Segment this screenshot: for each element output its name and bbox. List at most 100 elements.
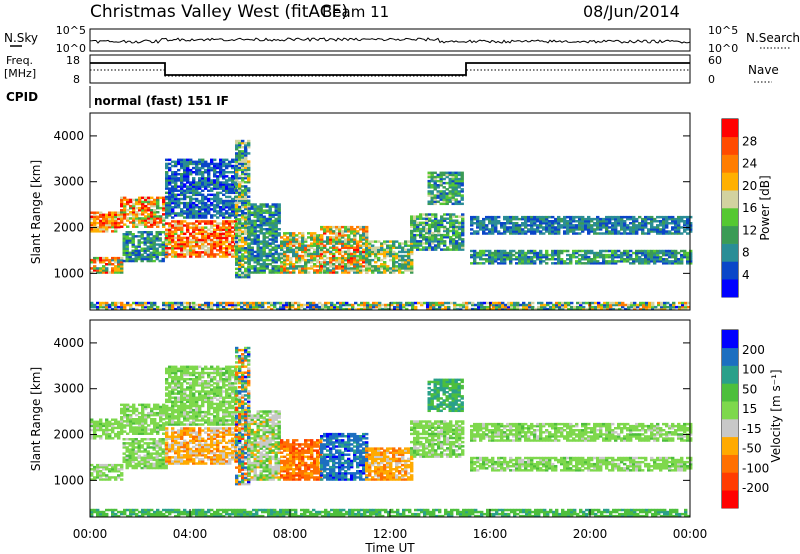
heatmap-cell (602, 232, 606, 235)
heatmap-cell (198, 232, 202, 236)
heatmap-cell (645, 303, 649, 307)
heatmap-cell (189, 158, 193, 162)
heatmap-cell (111, 221, 115, 225)
heatmap-cell (171, 249, 175, 252)
heatmap-cell (677, 230, 681, 233)
heatmap-cell (416, 246, 420, 249)
heatmap-cell (219, 240, 223, 244)
heatmap-cell (198, 226, 202, 229)
heatmap-cell (216, 171, 220, 174)
heatmap-cell (262, 261, 266, 264)
heatmap-cell (177, 303, 181, 307)
heatmap-cell (241, 139, 245, 143)
heatmap-cell (347, 246, 351, 249)
heatmap-cell (96, 215, 100, 219)
heatmap-cell (304, 246, 308, 249)
heatmap-cell (656, 220, 660, 223)
heatmap-cell (253, 213, 257, 217)
heatmap-cell (320, 228, 324, 231)
heatmap-cell (235, 172, 239, 176)
heatmap-cell (298, 240, 302, 243)
heatmap-cell (306, 303, 310, 307)
heatmap-cell (244, 160, 248, 163)
heatmap-cell (454, 179, 458, 183)
heatmap-cell (189, 301, 193, 305)
heatmap-cell (117, 217, 121, 221)
heatmap-cell (156, 430, 160, 433)
heatmap-cell (307, 244, 311, 247)
heatmap-cell (99, 211, 103, 214)
heatmap-cell (368, 242, 372, 245)
heatmap-cell (125, 450, 129, 453)
heatmap-cell (545, 226, 549, 229)
heatmap-cell (539, 215, 543, 219)
heatmap-cell (578, 253, 582, 257)
heatmap-cell (398, 265, 402, 268)
heatmap-cell (162, 409, 166, 413)
heatmap-cell (241, 150, 245, 153)
heatmap-cell (216, 234, 220, 238)
heatmap-cell (219, 160, 223, 164)
heatmap-cell (359, 238, 363, 241)
heatmap-cell (422, 242, 426, 245)
heatmap-cell (350, 269, 354, 272)
heatmap-cell (368, 258, 372, 262)
heatmap-cell (213, 206, 217, 209)
heatmap-cell (560, 262, 564, 265)
heatmap-cell (192, 187, 196, 190)
heatmap-cell (668, 215, 672, 219)
heatmap-cell (345, 301, 349, 305)
heatmap-cell (210, 222, 214, 225)
heatmap-cell (183, 177, 187, 180)
heatmap-cell (606, 301, 610, 305)
heatmap-cell (618, 307, 622, 311)
heatmap-cell (279, 303, 283, 307)
heatmap-cell (120, 432, 124, 435)
heatmap-cell (675, 305, 679, 309)
heatmap-cell (144, 430, 148, 433)
heatmap-cell (301, 265, 305, 268)
heatmap-cell (430, 186, 434, 189)
heatmap-cell (286, 238, 290, 241)
heatmap-cell (162, 411, 166, 415)
heatmap-cell (238, 189, 242, 192)
heatmap-cell (369, 303, 373, 307)
heatmap-cell (231, 175, 235, 178)
heatmap-cell (433, 188, 437, 191)
heatmap-cell (183, 301, 187, 305)
heatmap-cell (132, 422, 136, 425)
heatmap-cell (137, 241, 141, 244)
heatmap-cell (238, 265, 242, 269)
heatmap-cell (473, 215, 477, 219)
heatmap-cell (539, 262, 543, 265)
heatmap-cell (344, 267, 348, 270)
heatmap-cell (141, 307, 145, 311)
heatmap-cell (648, 305, 652, 309)
heatmap-cell (683, 220, 687, 223)
heatmap-cell (341, 232, 345, 235)
heatmap-cell (454, 188, 458, 191)
heatmap-cell (93, 267, 97, 270)
heatmap-cell (452, 219, 456, 222)
heatmap-cell (195, 185, 199, 188)
heatmap-cell (323, 244, 327, 247)
heatmap-cell (301, 240, 305, 243)
heatmap-cell (262, 211, 266, 214)
heatmap-cell (386, 252, 390, 256)
heatmap-cell (401, 267, 405, 270)
heatmap-cell (108, 217, 112, 221)
heatmap-cell (410, 225, 414, 229)
heatmap-cell (149, 241, 153, 244)
heatmap-cell (90, 228, 94, 231)
heatmap-cell (222, 193, 226, 197)
heatmap-cell (144, 225, 148, 228)
heatmap-cell (102, 428, 106, 432)
heatmap-cell (432, 305, 436, 309)
heatmap-cell (90, 437, 94, 440)
heatmap-cell (494, 226, 498, 229)
heatmap-cell (569, 253, 573, 257)
heatmap-cell (138, 206, 142, 210)
heatmap-cell (437, 240, 441, 243)
heatmap-cell (210, 168, 214, 172)
heatmap-cell (99, 267, 103, 270)
